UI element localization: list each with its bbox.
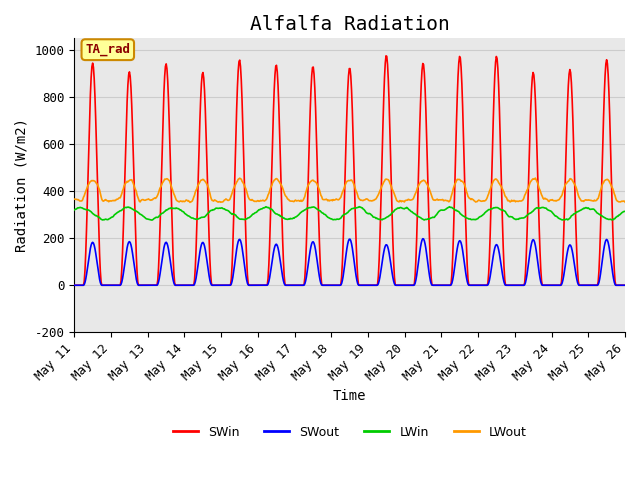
X-axis label: Time: Time	[333, 388, 366, 403]
Title: Alfalfa Radiation: Alfalfa Radiation	[250, 15, 449, 34]
Y-axis label: Radiation (W/m2): Radiation (W/m2)	[15, 118, 29, 252]
Legend: SWin, SWout, LWin, LWout: SWin, SWout, LWin, LWout	[168, 421, 531, 444]
Text: TA_rad: TA_rad	[85, 43, 131, 56]
